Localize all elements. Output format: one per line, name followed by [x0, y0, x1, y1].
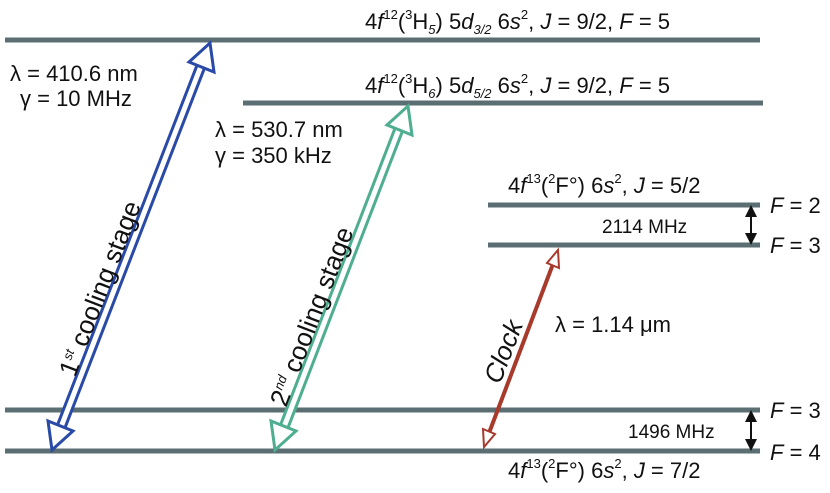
linewidth: γ = 350 kHz	[215, 143, 332, 168]
label-part: d	[461, 73, 474, 98]
label-part: ,	[528, 9, 540, 34]
label-part: J	[633, 458, 646, 483]
label-part: J	[633, 173, 646, 198]
label-part: cooling stage	[274, 223, 360, 384]
linewidth: γ = 10 MHz	[20, 86, 132, 111]
label-part: 2	[614, 456, 621, 471]
label-part: F	[770, 398, 785, 423]
label-part: s	[603, 458, 614, 483]
level-label: 4f13(2F°) 6s2, J = 7/2	[508, 456, 700, 483]
label-part: 3	[405, 7, 412, 22]
label-part: (	[398, 9, 406, 34]
label-part: 2	[548, 171, 555, 186]
label-part: H	[412, 73, 428, 98]
label-part: 4	[365, 73, 377, 98]
label-part: 2	[548, 456, 555, 471]
label-part: J	[539, 9, 552, 34]
label-part: 2	[614, 171, 621, 186]
cooling-arrow-1	[46, 39, 216, 454]
transition-name: 2nd cooling stage	[264, 223, 360, 411]
hyperfine-label: F = 3	[770, 398, 821, 423]
label-part: 6	[492, 9, 510, 34]
label-part: = 9/2,	[551, 9, 619, 34]
label-part: F°	[555, 458, 577, 483]
label-part: ,	[528, 73, 540, 98]
label-part: 13	[526, 171, 540, 186]
transition-name: 1st cooling stage	[53, 197, 147, 381]
label-part: 6	[492, 73, 510, 98]
hyperfine-label: F = 4	[770, 440, 821, 465]
label-part: ) 5	[436, 9, 462, 34]
label-part: 12	[383, 71, 397, 86]
label-part: 2	[521, 7, 528, 22]
label-part: F	[619, 73, 634, 98]
label-part: = 5	[633, 73, 670, 98]
label-part: 13	[526, 456, 540, 471]
label-part: = 3	[783, 233, 820, 258]
label-part: (	[541, 458, 549, 483]
wavelength: λ = 530.7 nm	[215, 117, 343, 142]
splitting-label: 2114 MHz	[602, 217, 687, 238]
label-part: s	[603, 173, 614, 198]
label-part: cooling stage	[61, 197, 147, 358]
label-part: ) 6	[578, 458, 604, 483]
label-part: = 9/2,	[551, 73, 619, 98]
label-part: = 5/2	[645, 173, 701, 198]
label-part: 4	[508, 458, 520, 483]
label-part: H	[412, 9, 428, 34]
label-part: 4	[365, 9, 377, 34]
label-part: F	[619, 9, 634, 34]
splitting-label: 1496 MHz	[628, 422, 715, 443]
label-part: 12	[383, 7, 397, 22]
hyperfine-label: F = 3	[770, 233, 821, 258]
hyperfine-label: F = 2	[770, 193, 821, 218]
label-part: F	[770, 440, 785, 465]
clock-arrow	[481, 247, 561, 450]
wavelength: λ = 1.14 μm	[555, 312, 671, 337]
level-label: 4f12(3H6) 5d5/2 6s2, J = 9/2, F = 5	[365, 71, 670, 101]
label-part: 5/2	[473, 86, 492, 101]
label-part: f	[377, 9, 386, 34]
label-part: 4	[508, 173, 520, 198]
label-part: f	[520, 458, 529, 483]
label-part: = 7/2	[645, 458, 701, 483]
label-part: J	[539, 73, 552, 98]
label-part: 3	[405, 71, 412, 86]
label-part: = 3	[783, 398, 820, 423]
cooling-arrow-2	[269, 102, 414, 454]
wavelength: λ = 410.6 nm	[10, 61, 138, 86]
label-part: = 2	[783, 193, 820, 218]
label-part: (	[398, 73, 406, 98]
label-part: F°	[555, 173, 577, 198]
label-part: nd	[271, 372, 290, 392]
label-part: s	[510, 73, 521, 98]
label-part: 3/2	[473, 22, 492, 37]
label-part: f	[520, 173, 529, 198]
label-part: F	[770, 233, 785, 258]
label-part: 6	[428, 86, 436, 101]
label-part: F	[770, 193, 785, 218]
label-part: ,	[622, 173, 634, 198]
label-part: ,	[622, 458, 634, 483]
label-part: (	[541, 173, 549, 198]
label-part: f	[377, 73, 386, 98]
level-label: 4f12(3H5) 5d3/2 6s2, J = 9/2, F = 5	[365, 7, 670, 37]
label-part: = 5	[633, 9, 670, 34]
label-part: d	[461, 9, 474, 34]
label-part: = 4	[783, 440, 820, 465]
label-part: ) 5	[436, 73, 462, 98]
label-part: 5	[428, 22, 436, 37]
label-part: ) 6	[578, 173, 604, 198]
label-part: s	[510, 9, 521, 34]
level-label: 4f13(2F°) 6s2, J = 5/2	[508, 171, 700, 198]
label-part: 2	[521, 71, 528, 86]
